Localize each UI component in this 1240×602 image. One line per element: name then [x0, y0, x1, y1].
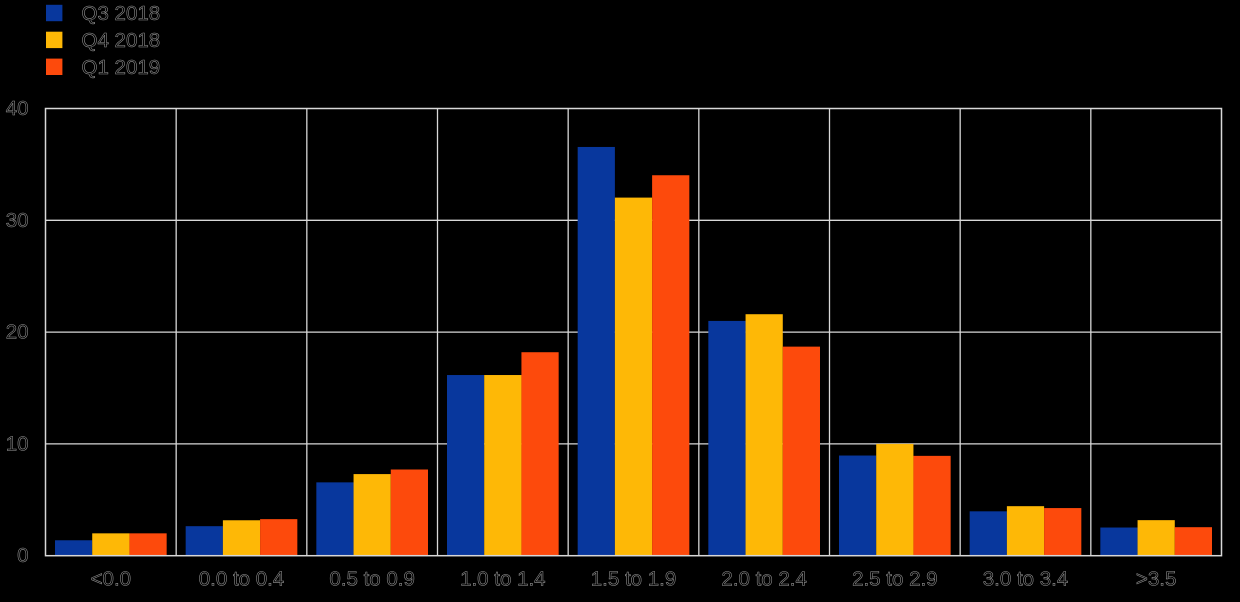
svg-text:2.0 to 2.4: 2.0 to 2.4	[721, 567, 806, 590]
svg-text:Q3 2018: Q3 2018	[82, 2, 161, 25]
svg-text:1.0 to 1.4: 1.0 to 1.4	[460, 567, 545, 590]
svg-text:3.0 to 3.4: 3.0 to 3.4	[983, 567, 1068, 590]
svg-text:>3.5: >3.5	[1136, 567, 1176, 590]
svg-text:0.5 to 0.9: 0.5 to 0.9	[329, 567, 414, 590]
svg-text:0.0 to 0.4: 0.0 to 0.4	[199, 567, 284, 590]
svg-text:Q4 2018: Q4 2018	[82, 29, 161, 52]
svg-text:10: 10	[6, 432, 29, 455]
svg-text:1.5 to 1.9: 1.5 to 1.9	[591, 567, 676, 590]
svg-text:0: 0	[17, 544, 28, 567]
svg-text:Q1 2019: Q1 2019	[82, 56, 161, 79]
svg-text:30: 30	[6, 209, 29, 232]
svg-text:20: 20	[6, 321, 29, 344]
svg-text:40: 40	[6, 97, 29, 120]
svg-text:2.5 to 2.9: 2.5 to 2.9	[852, 567, 937, 590]
svg-text:<0.0: <0.0	[91, 567, 131, 590]
